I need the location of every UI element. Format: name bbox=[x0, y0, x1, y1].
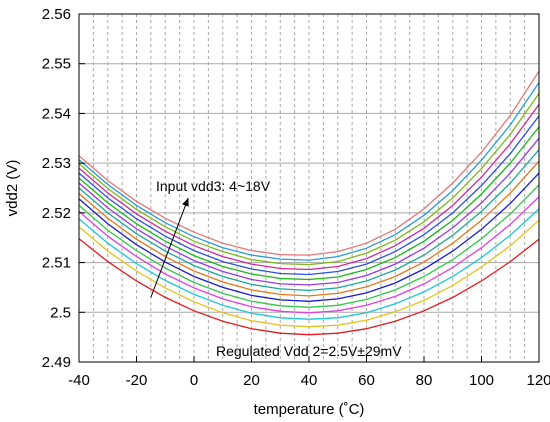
x-tick-label: 40 bbox=[301, 372, 318, 389]
series-line bbox=[78, 70, 540, 256]
series-layer bbox=[78, 70, 540, 336]
series-line bbox=[78, 160, 540, 297]
y-tick-label: 2.51 bbox=[42, 255, 71, 272]
series-line bbox=[78, 93, 540, 266]
x-tick-label: 0 bbox=[190, 372, 198, 389]
series-line bbox=[78, 149, 540, 292]
y-tick-label: 2.56 bbox=[42, 6, 71, 23]
x-tick-label: 80 bbox=[416, 372, 433, 389]
series-line bbox=[78, 184, 540, 308]
annotation-arrowhead bbox=[182, 197, 189, 207]
series-line bbox=[78, 196, 540, 314]
y-tick-label: 2.5 bbox=[50, 304, 71, 321]
x-tick-label: 120 bbox=[526, 372, 550, 389]
x-tick-label: 100 bbox=[469, 372, 494, 389]
series-line bbox=[78, 115, 540, 276]
y-tick-label: 2.52 bbox=[42, 205, 71, 222]
series-line bbox=[78, 238, 540, 336]
y-tick-label: 2.54 bbox=[42, 105, 71, 122]
y-axis-title: vdd2 (V) bbox=[4, 160, 21, 217]
x-tick-label: 60 bbox=[358, 372, 375, 389]
annotation-regulation: Regulated Vdd 2=2.5V±29mV bbox=[216, 343, 402, 359]
series-line bbox=[78, 208, 540, 320]
series-line bbox=[78, 219, 540, 328]
annotation-input-range: Input vdd3: 4~18V bbox=[156, 178, 271, 194]
x-tick-label: -40 bbox=[68, 372, 90, 389]
y-tick-label: 2.49 bbox=[42, 354, 71, 371]
y-tick-label: 2.55 bbox=[42, 56, 71, 73]
series-line bbox=[78, 137, 540, 286]
y-tick-labels: 2.49 2.5 2.51 2.52 2.53 2.54 2.55 2.56 bbox=[42, 6, 71, 371]
x-axis-title: temperature (˚C) bbox=[254, 401, 365, 418]
y-tick-label: 2.53 bbox=[42, 155, 71, 172]
annotation-arrow bbox=[150, 197, 189, 298]
series-line bbox=[78, 172, 540, 302]
axis-ticks bbox=[78, 13, 540, 363]
series-line bbox=[78, 82, 540, 261]
x-tick-label: -20 bbox=[126, 372, 148, 389]
x-tick-label: 20 bbox=[243, 372, 260, 389]
series-line bbox=[78, 126, 540, 281]
x-tick-labels: -40 -20 0 20 40 60 80 100 120 bbox=[68, 372, 550, 389]
series-line bbox=[78, 104, 540, 271]
